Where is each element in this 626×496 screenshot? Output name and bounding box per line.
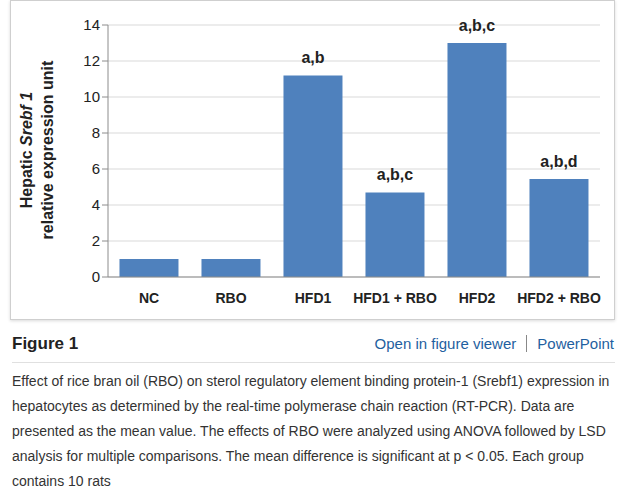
svg-text:HFD2: HFD2 (459, 290, 496, 306)
html-text:1: 1 (18, 91, 35, 106)
svg-text:8: 8 (92, 124, 100, 141)
svg-text:RBO: RBO (215, 290, 246, 306)
svg-text:2: 2 (92, 232, 100, 249)
html-text:Effect of rice bran oil (RBO): Effect of rice bran oil (RBO) on sterol … (12, 373, 610, 489)
svg-text:HFD2 + RBO: HFD2 + RBO (517, 290, 601, 306)
html-text:relative expression unit: relative expression unit (39, 60, 56, 240)
html-text:Open in figure viewer: Open in figure viewer (374, 335, 517, 352)
svg-text:NC: NC (139, 290, 159, 306)
html-text:Hepatic: Hepatic (18, 150, 35, 209)
svg-text:12: 12 (83, 52, 100, 69)
html-text:Figure 1: Figure 1 (12, 334, 79, 353)
svg-text:a,b,c: a,b,c (459, 17, 496, 34)
svg-text:10: 10 (83, 88, 100, 105)
html-text:Srebf: Srebf (18, 105, 35, 151)
svg-text:HFD1: HFD1 (295, 290, 332, 306)
svg-text:14: 14 (83, 16, 100, 33)
svg-text:a,b,d: a,b,d (540, 153, 577, 170)
html-text:PowerPoint: PowerPoint (537, 335, 614, 352)
svg-text:HFD1 + RBO: HFD1 + RBO (353, 290, 437, 306)
svg-text:a,b,c: a,b,c (377, 166, 414, 183)
svg-text:4: 4 (92, 196, 100, 213)
svg-text:a,b: a,b (301, 49, 324, 66)
svg-text:6: 6 (92, 160, 100, 177)
svg-text:0: 0 (92, 268, 100, 285)
